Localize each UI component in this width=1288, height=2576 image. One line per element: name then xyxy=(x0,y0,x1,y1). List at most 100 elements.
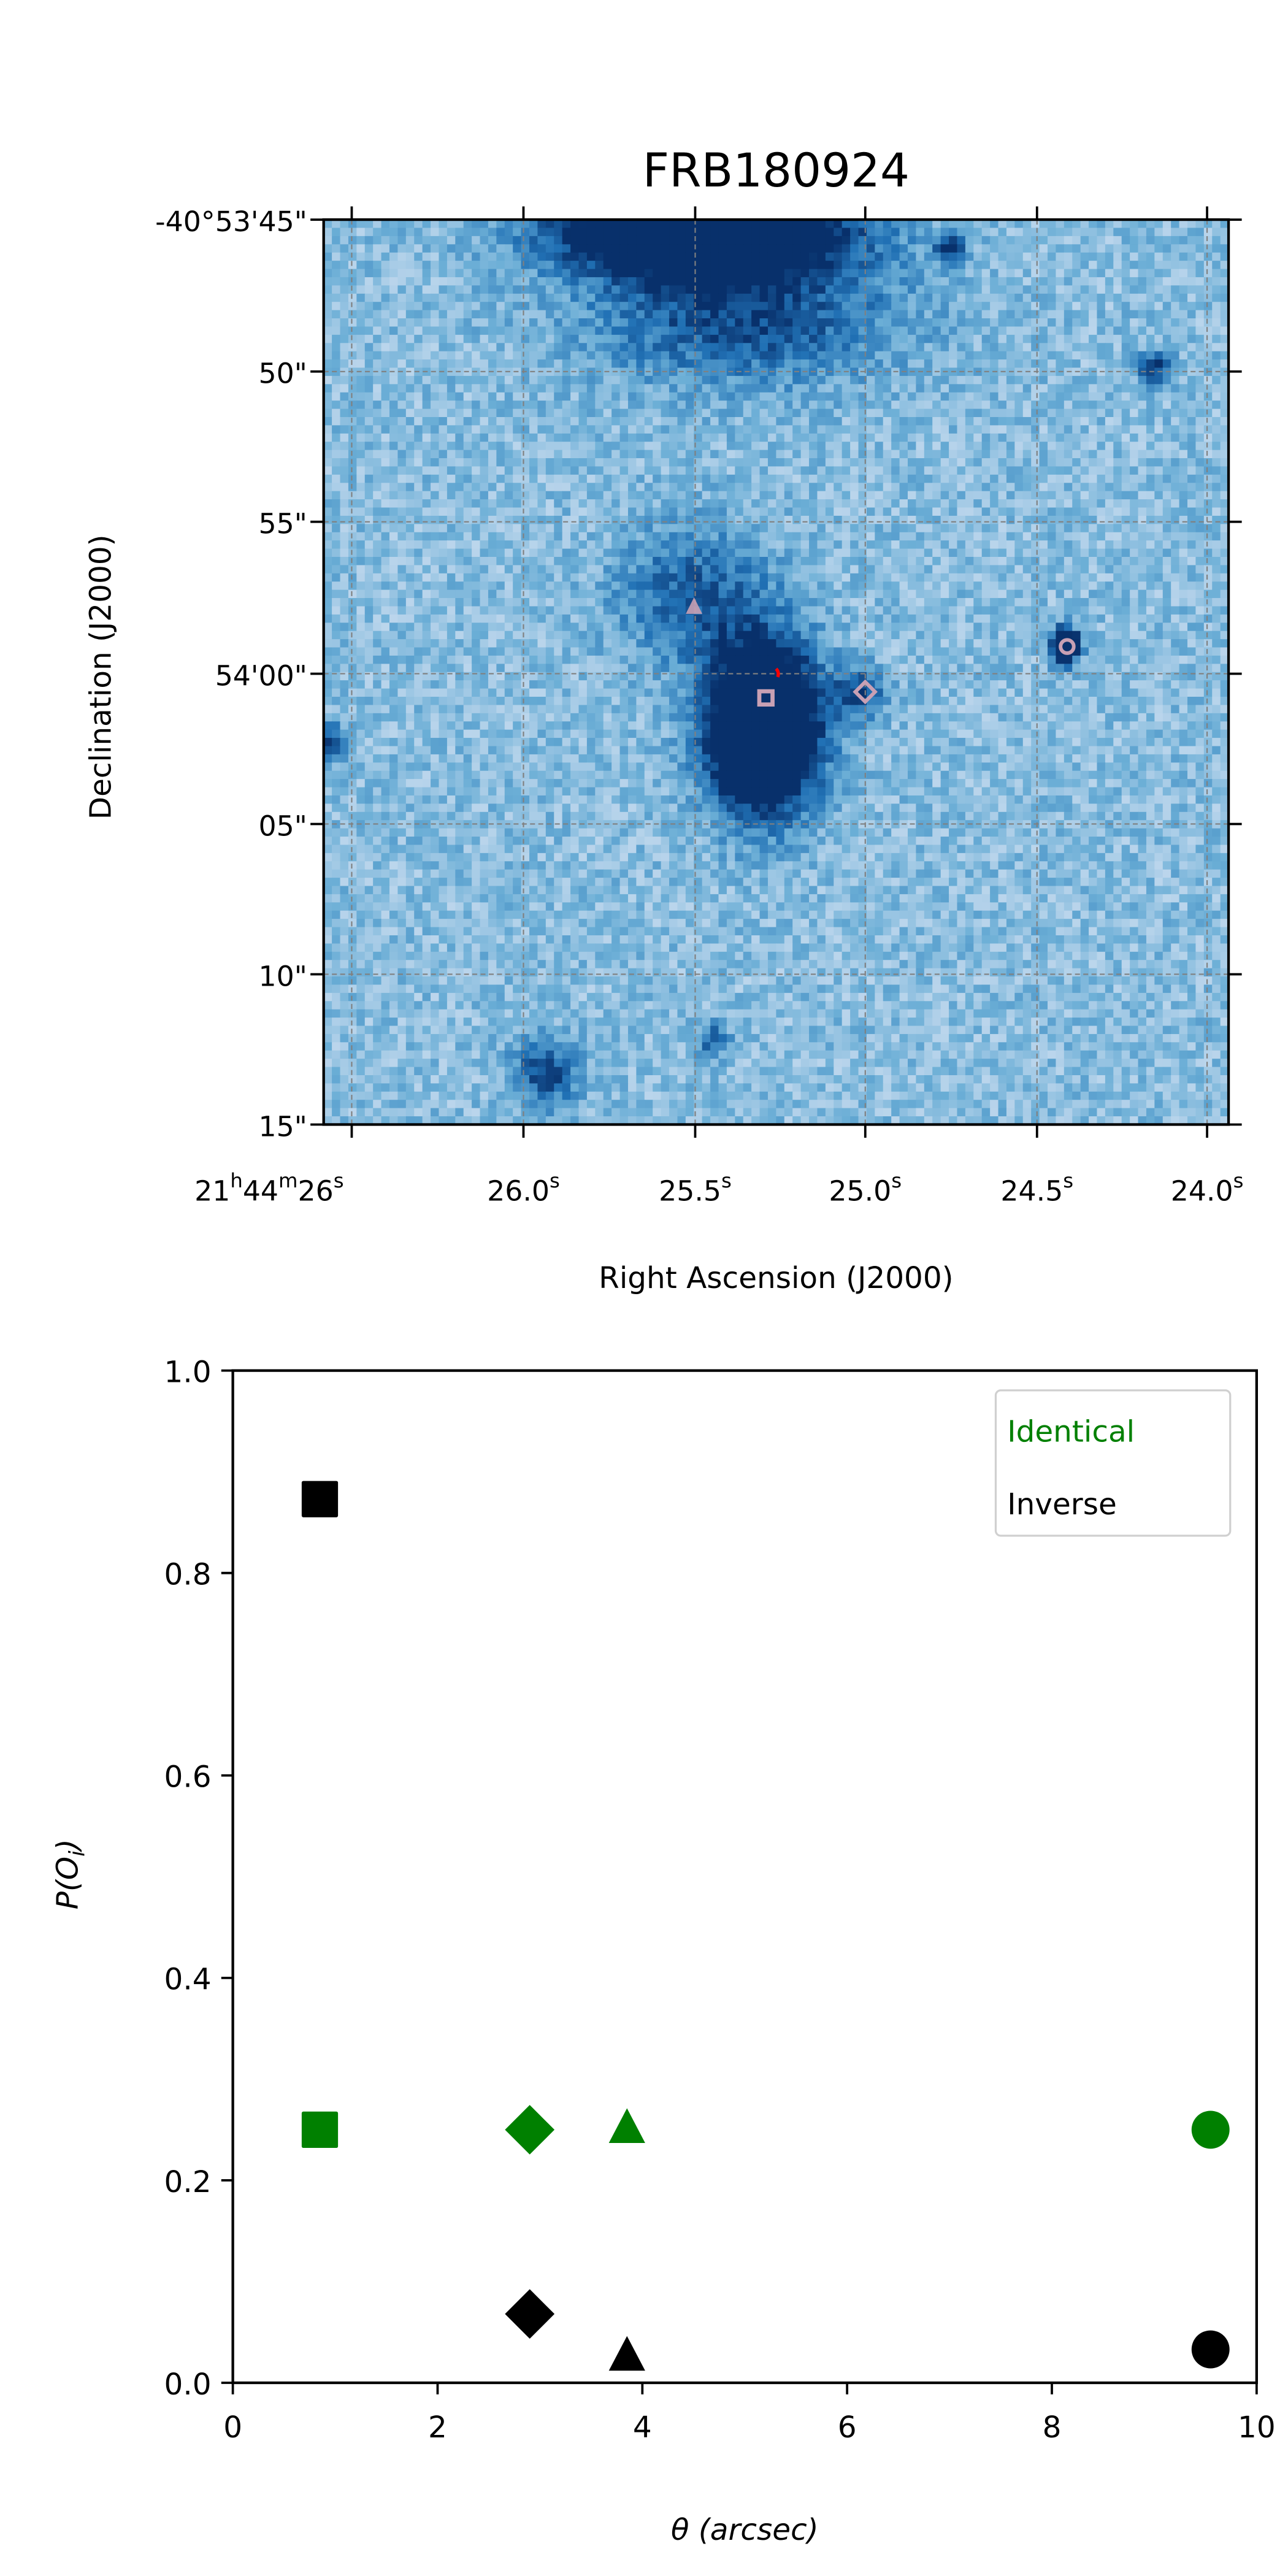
image-pixel xyxy=(554,220,563,229)
image-pixel xyxy=(1179,359,1188,369)
image-pixel xyxy=(389,343,399,352)
image-pixel xyxy=(356,375,366,385)
image-pixel xyxy=(480,499,489,508)
image-pixel xyxy=(1072,548,1081,558)
image-pixel xyxy=(965,425,975,434)
image-pixel xyxy=(1089,416,1098,426)
image-pixel xyxy=(1039,293,1048,303)
image-pixel xyxy=(1031,318,1040,328)
image-pixel xyxy=(1187,326,1197,335)
image-pixel xyxy=(644,548,653,558)
image-pixel xyxy=(472,375,481,385)
image-pixel xyxy=(463,499,472,508)
image-pixel xyxy=(431,252,440,261)
image-pixel xyxy=(907,466,917,475)
image-pixel xyxy=(537,589,546,599)
image-pixel xyxy=(924,565,933,574)
image-pixel xyxy=(537,515,546,525)
image-pixel xyxy=(1179,458,1188,467)
image-pixel xyxy=(866,540,876,550)
image-pixel xyxy=(1056,392,1065,401)
image-pixel xyxy=(545,293,555,303)
image-pixel xyxy=(529,524,539,533)
image-pixel xyxy=(1105,310,1114,319)
image-pixel xyxy=(694,318,703,328)
image-pixel xyxy=(455,515,464,525)
image-pixel xyxy=(1039,416,1048,426)
image-pixel xyxy=(825,450,835,459)
image-pixel xyxy=(1146,581,1156,591)
image-pixel xyxy=(834,310,843,319)
image-pixel xyxy=(825,310,835,319)
image-pixel xyxy=(414,548,423,558)
image-pixel xyxy=(949,228,958,237)
image-pixel xyxy=(332,433,341,443)
image-pixel xyxy=(405,466,415,475)
image-pixel xyxy=(1080,326,1089,335)
image-pixel xyxy=(735,236,744,245)
image-pixel xyxy=(841,581,851,591)
image-pixel xyxy=(1130,318,1139,328)
image-pixel xyxy=(603,302,612,311)
image-pixel xyxy=(759,573,769,583)
image-pixel xyxy=(529,244,539,253)
image-pixel xyxy=(1089,220,1098,229)
image-pixel xyxy=(504,532,513,541)
image-pixel xyxy=(661,548,670,558)
image-pixel xyxy=(1187,343,1197,352)
image-pixel xyxy=(1121,433,1130,443)
image-pixel xyxy=(570,565,580,574)
image-title: FRB180924 xyxy=(643,144,910,197)
image-pixel xyxy=(397,458,407,467)
image-pixel xyxy=(800,351,810,360)
image-pixel xyxy=(323,343,332,352)
image-pixel xyxy=(1048,401,1057,410)
image-pixel xyxy=(834,244,843,253)
image-pixel xyxy=(488,236,497,245)
image-pixel xyxy=(644,392,653,401)
image-pixel xyxy=(1056,343,1065,352)
image-pixel xyxy=(998,466,1007,475)
image-pixel xyxy=(1064,425,1073,434)
image-pixel xyxy=(973,540,983,550)
image-pixel xyxy=(1154,285,1163,294)
image-pixel xyxy=(957,507,966,516)
image-pixel xyxy=(965,507,975,516)
image-pixel xyxy=(348,228,358,237)
image-pixel xyxy=(949,285,958,294)
image-pixel xyxy=(373,401,382,410)
image-pixel xyxy=(364,507,374,516)
image-pixel xyxy=(1097,474,1106,484)
image-pixel xyxy=(422,318,431,328)
image-pixel xyxy=(1031,236,1040,245)
image-pixel xyxy=(940,491,949,500)
image-pixel xyxy=(447,540,456,550)
image-pixel xyxy=(1064,351,1073,360)
image-pixel xyxy=(784,401,794,410)
image-pixel xyxy=(513,220,522,229)
image-pixel xyxy=(364,483,374,492)
image-pixel xyxy=(1039,565,1048,574)
image-pixel xyxy=(472,548,481,558)
image-pixel xyxy=(1014,425,1024,434)
image-pixel xyxy=(932,466,941,475)
image-pixel xyxy=(710,524,719,533)
image-pixel xyxy=(504,515,513,525)
image-pixel xyxy=(1113,442,1122,451)
image-pixel xyxy=(702,515,711,525)
image-pixel xyxy=(1022,318,1032,328)
image-pixel xyxy=(455,556,464,566)
image-pixel xyxy=(1039,228,1048,237)
image-pixel xyxy=(817,302,826,311)
image-pixel xyxy=(685,515,695,525)
image-pixel xyxy=(875,540,884,550)
image-pixel xyxy=(463,483,472,492)
image-pixel xyxy=(586,285,596,294)
image-pixel xyxy=(521,359,530,369)
image-pixel xyxy=(924,277,933,286)
image-pixel xyxy=(1162,515,1172,525)
image-pixel xyxy=(784,244,794,253)
image-pixel xyxy=(480,408,489,418)
image-pixel xyxy=(800,565,810,574)
image-pixel xyxy=(702,524,711,533)
